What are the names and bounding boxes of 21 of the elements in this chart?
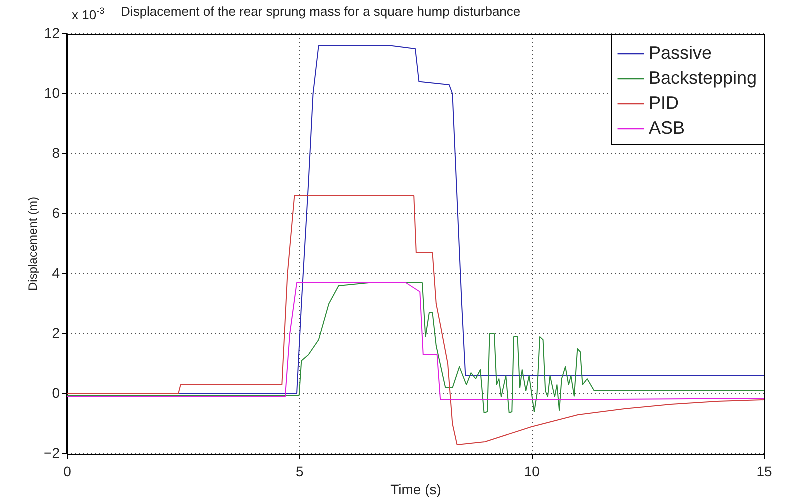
x-tick-label: 5 [296,464,304,480]
legend-label: PID [649,93,680,113]
y-tick-label: 0 [52,385,60,401]
y-tick-label: −2 [44,445,60,461]
y-tick-label: 12 [44,25,60,41]
x-tick-label: 10 [524,464,540,480]
legend-label: ASB [649,118,686,138]
y-tick-label: 10 [44,85,60,101]
x-axis-title: Time (s) [390,482,442,498]
line-series [66,196,764,446]
legend-label: Passive [649,43,712,63]
x-tick-label: 0 [64,464,72,480]
chart-title: Displacement of the rear sprung mass for a square hump disturbance [121,4,521,19]
y-tick-label: 2 [52,325,60,341]
legend-label: Backstepping [649,68,758,88]
text: x 10$^{-3}$ [72,6,105,22]
y-tick-label: 4 [52,265,60,281]
x-tick-label: 15 [756,464,772,480]
y-tick-label: 6 [52,205,60,221]
y-tick-label: 8 [52,145,60,161]
y-axis-title: Displacement (m) [26,196,40,292]
